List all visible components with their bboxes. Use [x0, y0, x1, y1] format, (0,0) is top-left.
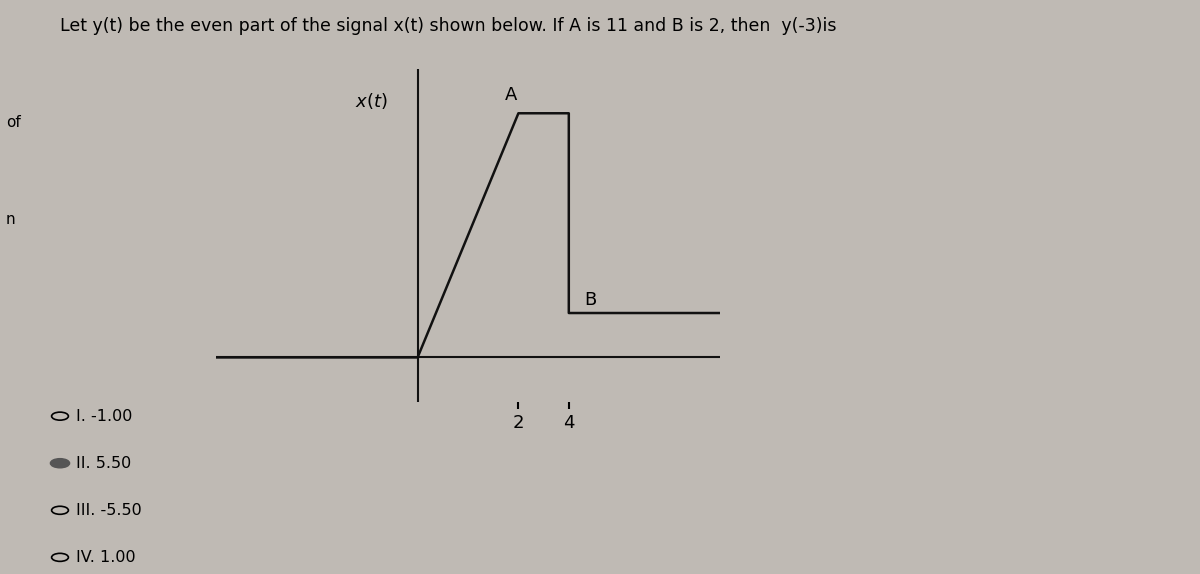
- Text: IV. 1.00: IV. 1.00: [76, 550, 136, 565]
- Text: n: n: [6, 212, 16, 227]
- Text: Let y(t) be the even part of the signal x(t) shown below. If A is 11 and B is 2,: Let y(t) be the even part of the signal …: [60, 17, 836, 35]
- Text: of: of: [6, 115, 20, 130]
- Text: $x(t)$: $x(t)$: [355, 91, 388, 111]
- Text: I. -1.00: I. -1.00: [76, 409, 132, 424]
- Text: B: B: [584, 290, 596, 309]
- Text: A: A: [505, 87, 517, 104]
- Text: II. 5.50: II. 5.50: [76, 456, 131, 471]
- Text: III. -5.50: III. -5.50: [76, 503, 142, 518]
